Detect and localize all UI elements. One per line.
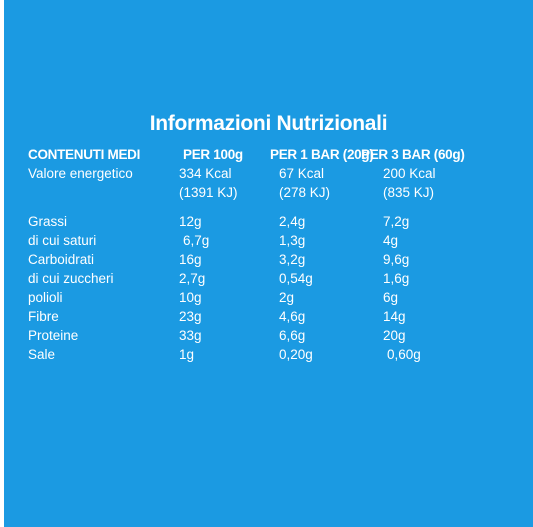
row-label: di cui zuccheri (28, 271, 114, 286)
header-contenuti-medi: CONTENUTI MEDI (28, 147, 141, 162)
row-per1: 0,20g (279, 347, 313, 362)
header-per-1-bar: PER 1 BAR (20g) (270, 147, 374, 162)
row-label: Carboidrati (28, 252, 95, 267)
energy-per100-cell: 334 Kcal (1391 KJ) (179, 164, 238, 202)
row-label: Fibre (28, 309, 59, 324)
row-per1: 0,54g (279, 271, 313, 286)
row-per100: 1g (179, 347, 195, 362)
row-per1: 1,3g (279, 233, 306, 248)
energy-label: Valore energetico (28, 166, 133, 181)
energy-per1-kj: (278 KJ) (279, 185, 331, 200)
row-label: polioli (28, 290, 63, 305)
energy-per100-kj: (1391 KJ) (179, 185, 238, 200)
row-per3: 20g (383, 328, 406, 343)
energy-per3-kcal: 200 Kcal (383, 166, 436, 181)
energy-per1-cell: 67 Kcal (278 KJ) (279, 164, 330, 202)
nutrition-panel: Informazioni Nutrizionali CONTENUTI MEDI… (4, 0, 533, 527)
row-per1: 2,4g (279, 214, 306, 229)
row-per100: 33g (179, 328, 202, 343)
row-per3: 6g (383, 290, 399, 305)
row-per3: 0,60g (387, 347, 421, 362)
row-per3: 1,6g (383, 271, 410, 286)
row-per100: 16g (179, 252, 202, 267)
row-label: Sale (28, 347, 56, 362)
row-label: Grassi (28, 214, 68, 229)
row-per100: 23g (179, 309, 202, 324)
energy-per100-kcal: 334 Kcal (179, 166, 232, 181)
row-per1: 2g (279, 290, 295, 305)
header-per-100g: PER 100g (183, 147, 243, 162)
row-per1: 3,2g (279, 252, 306, 267)
row-per100: 2,7g (179, 271, 206, 286)
energy-per3-cell: 200 Kcal (835 KJ) (383, 164, 436, 202)
row-per100: 10g (179, 290, 202, 305)
row-per3: 14g (383, 309, 406, 324)
row-label: Proteine (28, 328, 79, 343)
energy-per3-kj: (835 KJ) (383, 185, 435, 200)
row-label: di cui saturi (28, 233, 97, 248)
row-per100: 12g (179, 214, 202, 229)
row-per3: 9,6g (383, 252, 410, 267)
energy-per1-kcal: 67 Kcal (279, 166, 325, 181)
row-per1: 4,6g (279, 309, 306, 324)
row-per3: 7,2g (383, 214, 410, 229)
row-per3: 4g (383, 233, 399, 248)
row-per1: 6,6g (279, 328, 306, 343)
row-per100: 6,7g (183, 233, 210, 248)
page-title: Informazioni Nutrizionali (149, 112, 388, 135)
header-per-3-bar: PER 3 BAR (60g) (361, 147, 465, 162)
